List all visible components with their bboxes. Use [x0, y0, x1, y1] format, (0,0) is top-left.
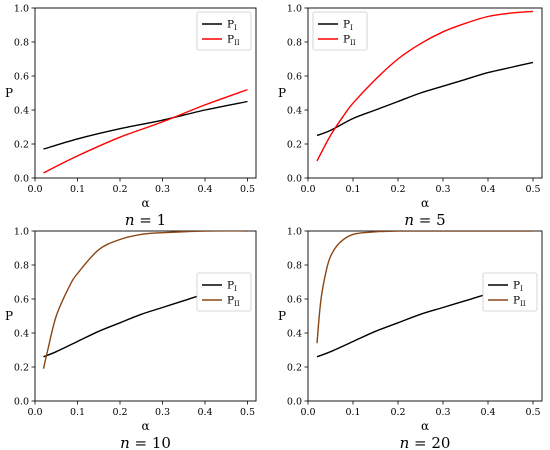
legend-label: PII: [227, 295, 240, 309]
x-tick-label: 0.3: [435, 407, 450, 418]
y-tick-label: 0.8: [287, 37, 302, 48]
x-tick-label: 0.4: [197, 184, 212, 195]
y-tick-label: 0.4: [287, 328, 302, 339]
plot-frame: [34, 230, 257, 402]
chart-panel-1: 0.0 0.1 0.2 0.3 0.4 0.5 0.0 0.2 0.4 0.6 0.8 1.0 α Pn …: [5, 3, 257, 229]
x-tick-label: 0.3: [155, 184, 170, 195]
legend-label: PI: [227, 280, 237, 294]
x-tick-label: 0.2: [112, 407, 127, 418]
series-line-pii: [316, 231, 533, 344]
legend-label: PII: [513, 295, 526, 309]
legend-label: PII: [343, 34, 356, 48]
y-tick-label: 0.2: [14, 362, 29, 373]
y-tick-label: 1.0: [287, 226, 302, 237]
y-tick-label: 0.6: [14, 294, 29, 305]
x-tick-label: 0.4: [197, 407, 212, 418]
legend-box: [196, 272, 252, 312]
x-tick-label: 0.1: [345, 184, 360, 195]
x-tick-label: 0.0: [300, 184, 315, 195]
x-tick-label: 0.5: [525, 184, 540, 195]
y-tick-label: 0.6: [287, 71, 302, 82]
panel-caption: n = 1: [125, 211, 166, 229]
y-tick-label: 0.2: [14, 139, 29, 150]
x-tick-label: 0.1: [345, 407, 360, 418]
x-tick-label: 0.0: [27, 407, 42, 418]
y-axis-label: P: [278, 86, 286, 100]
y-tick-label: 1.0: [287, 3, 302, 14]
y-tick-label: 0.0: [14, 396, 29, 407]
series-line-pii: [42, 231, 248, 369]
plot-frame: [34, 7, 257, 179]
x-tick-label: 0.0: [300, 407, 315, 418]
x-tick-label: 0.4: [480, 407, 495, 418]
chart-panel-2: 0.0 0.1 0.2 0.3 0.4 0.5 0.0 0.2 0.4 0.6 0.8 1.0 α Pn …: [278, 3, 543, 229]
x-tick-label: 0.3: [435, 184, 450, 195]
y-tick-label: 0.4: [14, 105, 29, 116]
series-line-pii: [316, 10, 534, 162]
x-tick-label: 0.0: [27, 184, 42, 195]
x-tick-label: 0.4: [480, 184, 495, 195]
y-tick-label: 0.8: [14, 260, 29, 271]
y-tick-label: 1.0: [14, 3, 29, 14]
y-tick-label: 0.0: [14, 173, 29, 184]
chart-panel-3: 0.0 0.1 0.2 0.3 0.4 0.5 0.0 0.2 0.4 0.6 0.8 1.0 α Pn …: [5, 226, 257, 450]
x-tick-label: 0.5: [525, 407, 540, 418]
plot-frame: [307, 7, 543, 179]
x-axis-label: α: [141, 196, 149, 210]
legend-label: PII: [227, 34, 240, 48]
y-tick-label: 0.4: [287, 105, 302, 116]
legend-label: PI: [513, 280, 523, 294]
panel-caption: n = 5: [404, 211, 445, 229]
legend-label: PI: [227, 19, 237, 33]
legend-label: PI: [343, 19, 353, 33]
chart-panel-4: 0.0 0.1 0.2 0.3 0.4 0.5 0.0 0.2 0.4 0.6 0.8 1.0 α Pn …: [278, 226, 543, 450]
legend-box: [312, 11, 368, 51]
panel-caption: n = 10: [120, 434, 171, 450]
x-axis-label: α: [421, 196, 429, 210]
y-tick-label: 0.6: [14, 71, 29, 82]
x-tick-label: 0.3: [155, 407, 170, 418]
legend-box: [482, 272, 538, 312]
y-tick-label: 0.8: [14, 37, 29, 48]
series-line-pi: [316, 61, 534, 137]
y-tick-label: 0.0: [287, 396, 302, 407]
plot-frame: [307, 230, 543, 402]
y-axis-label: P: [5, 309, 13, 323]
x-tick-label: 0.2: [390, 407, 405, 418]
x-tick-label: 0.2: [390, 184, 405, 195]
y-axis-label: P: [5, 86, 13, 100]
x-axis-label: α: [141, 419, 149, 433]
y-tick-label: 0.2: [287, 139, 302, 150]
y-tick-label: 0.2: [287, 362, 302, 373]
legend-box: [196, 11, 252, 51]
x-axis-label: α: [421, 419, 429, 433]
y-tick-label: 0.8: [287, 260, 302, 271]
x-tick-label: 0.1: [70, 407, 85, 418]
y-tick-label: 0.4: [14, 328, 29, 339]
y-axis-label: P: [278, 309, 286, 323]
y-tick-label: 1.0: [14, 226, 29, 237]
x-tick-label: 0.1: [70, 184, 85, 195]
y-tick-label: 0.6: [287, 294, 302, 305]
y-tick-label: 0.0: [287, 173, 302, 184]
panel-caption: n = 20: [400, 434, 451, 450]
x-tick-label: 0.5: [240, 407, 255, 418]
series-line-pi: [43, 100, 248, 150]
x-tick-label: 0.5: [240, 184, 255, 195]
series-line-pii: [43, 88, 248, 174]
x-tick-label: 0.2: [112, 184, 127, 195]
